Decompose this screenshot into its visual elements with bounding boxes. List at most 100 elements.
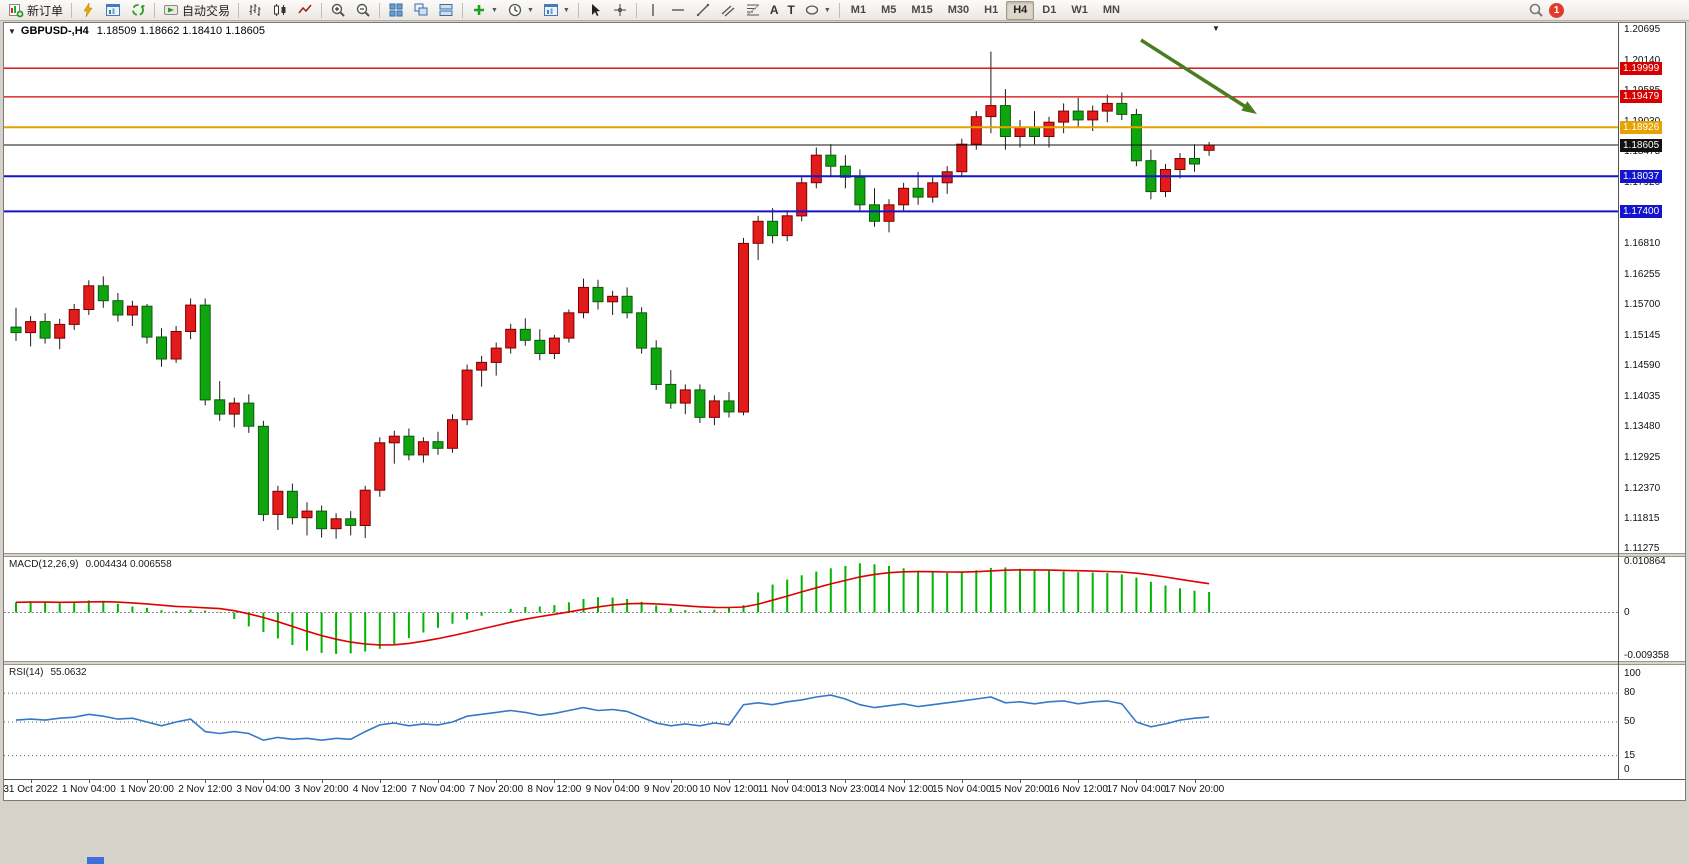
new-order-button-label: 新订单	[27, 3, 64, 18]
current-price-tag[interactable]: 1.18605	[1620, 138, 1663, 152]
zoom-in-button[interactable]	[326, 0, 350, 21]
price-axis[interactable]: 1.206951.201401.195851.190301.184751.179…	[1619, 23, 1685, 779]
timeframe-button-m1[interactable]: M1	[850, 4, 867, 16]
rsi-axis-tick: 50	[1624, 716, 1636, 727]
pane-separator-rsi[interactable]	[4, 661, 1685, 665]
timeframe-button-m5[interactable]: M5	[881, 4, 897, 16]
channel-button[interactable]	[716, 0, 740, 21]
toolbar-separator	[321, 2, 323, 18]
rsi-value: 55.0632	[50, 667, 87, 678]
text-tool-button-label: A	[769, 3, 779, 17]
rsi-axis-tick: 0	[1624, 764, 1630, 775]
timeframe-button-mn[interactable]: MN	[1102, 4, 1120, 16]
pane-separator-macd[interactable]	[4, 553, 1685, 557]
time-tick-mark	[1020, 780, 1021, 783]
price-tick: 1.20140	[1624, 54, 1661, 66]
candle-chart-button[interactable]	[268, 0, 292, 21]
line-chart-button[interactable]	[293, 0, 317, 21]
tile-windows-button[interactable]	[384, 0, 408, 21]
rsi-axis-tick: 100	[1624, 668, 1641, 679]
time-tick-mark	[845, 780, 847, 783]
search-button[interactable]	[1524, 0, 1548, 21]
time-tick-mark	[612, 780, 614, 783]
trendline-button[interactable]	[691, 0, 715, 21]
time-tick-mark	[379, 780, 381, 783]
toolbar-separator	[238, 2, 240, 18]
time-tick-mark	[321, 780, 323, 783]
chart-shift-marker-icon[interactable]: ▼	[1212, 24, 1220, 33]
alerts-button[interactable]	[76, 0, 100, 21]
crosshair-button[interactable]	[608, 0, 632, 21]
label-tool-button-label: T	[787, 3, 795, 17]
time-label: 15 Nov 04:00	[932, 784, 992, 795]
time-axis[interactable]: 31 Oct 2022 1 Nov 04:00 1 Nov 20:00 2 Nov 1…	[3, 779, 1685, 800]
time-label: 9 Nov 04:00	[585, 784, 640, 795]
price-tick: 1.11815	[1624, 513, 1660, 525]
macd-values: 0.004434 0.006558	[85, 559, 172, 570]
channel-icon	[721, 5, 735, 17]
autotrade-button[interactable]: 自动交易	[159, 0, 234, 21]
templates-button[interactable]: ▼	[539, 0, 574, 21]
time-label: 14 Nov 12:00	[873, 784, 934, 795]
periods-button[interactable]: ▼	[503, 0, 538, 21]
price-tick: 1.14035	[1624, 390, 1661, 402]
price-level-tag[interactable]: 1.19479	[1620, 90, 1663, 104]
price-level-tag[interactable]: 1.18037	[1620, 169, 1663, 183]
text-tool-button[interactable]: A	[766, 0, 783, 21]
vline-button[interactable]	[641, 0, 665, 21]
time-label: 13 Nov 23:00	[815, 784, 876, 795]
crosshair-icon	[613, 4, 626, 16]
timeframe-button-h1[interactable]: H1	[984, 4, 999, 16]
chevron-down-icon: ▼	[562, 6, 570, 14]
price-level-tag[interactable]: 1.18926	[1620, 120, 1663, 134]
toolbar-separator	[838, 2, 840, 18]
chart-expand-icon[interactable]: ▼	[8, 26, 16, 36]
zoom-out-button[interactable]	[351, 0, 375, 21]
time-tick-mark	[1194, 780, 1196, 783]
time-tick-mark	[88, 780, 90, 783]
macd-axis-tick: 0.010864	[1624, 556, 1666, 567]
price-level-tag[interactable]: 1.17400	[1620, 204, 1663, 218]
bars-chart-icon	[249, 4, 261, 16]
chart-ohlc-values: 1.18509 1.18662 1.18410 1.18605	[96, 25, 265, 37]
toolbar-separator	[71, 2, 73, 18]
time-label: 3 Nov 04:00	[236, 784, 291, 795]
price-tick: 1.18475	[1624, 146, 1661, 158]
chart-title: ▼ GBPUSD-,H4 1.18509 1.18662 1.18410 1.1…	[8, 25, 265, 37]
label-tool-button[interactable]: T	[784, 0, 799, 21]
timeframe-button-m30[interactable]: M30	[947, 4, 970, 16]
timeframe-button-w1[interactable]: W1	[1071, 4, 1088, 16]
notification-badge[interactable]: 1	[1549, 2, 1564, 18]
indicators-button[interactable]: ▼	[467, 0, 502, 21]
timeframe-button-h4[interactable]: H4	[1006, 0, 1035, 20]
fibo-button[interactable]	[741, 0, 765, 21]
new-order-button[interactable]: 新订单	[4, 0, 67, 21]
cascade-windows-button[interactable]	[409, 0, 433, 21]
community-button[interactable]	[126, 0, 150, 21]
timeframe-button-d1[interactable]: D1	[1042, 4, 1057, 16]
chart-window-icon	[543, 4, 558, 16]
bar-chart-button[interactable]	[243, 0, 267, 21]
price-level-tag[interactable]: 1.19999	[1620, 61, 1663, 75]
rsi-pane[interactable]	[4, 665, 1618, 779]
charts-profile-button[interactable]	[101, 0, 125, 21]
tile-horizontal-button[interactable]	[434, 0, 458, 21]
chevron-down-icon: ▼	[491, 6, 498, 14]
price-chart[interactable]	[4, 23, 1618, 553]
time-tick-mark	[670, 780, 672, 783]
hline-button[interactable]	[666, 0, 690, 21]
shapes-button[interactable]: ▼	[800, 0, 835, 21]
chart-window[interactable]: ▼ GBPUSD-,H4 1.18509 1.18662 1.18410 1.1…	[3, 22, 1686, 801]
price-tick: 1.12370	[1624, 482, 1661, 494]
search-icon	[1529, 3, 1543, 17]
price-tick: 1.20695	[1624, 23, 1661, 35]
macd-pane[interactable]	[4, 557, 1618, 661]
rsi-name: RSI(14)	[9, 667, 44, 678]
time-label: 8 Nov 12:00	[527, 784, 582, 795]
time-tick-mark	[1136, 780, 1138, 783]
cursor-button[interactable]	[583, 0, 607, 21]
timeframe-button-m15[interactable]: M15	[911, 4, 933, 16]
annotation-arrow[interactable]	[1140, 38, 1260, 119]
indicator-plus-icon	[474, 5, 485, 15]
